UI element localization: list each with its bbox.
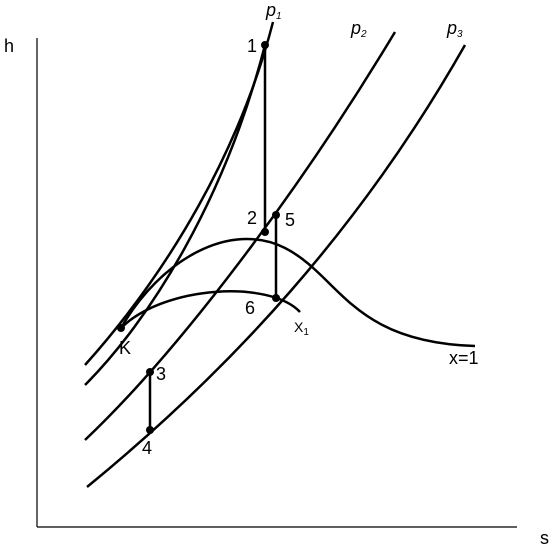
point-label: 4 [142, 438, 152, 458]
dot [261, 228, 269, 236]
y-axis-label: h [4, 36, 14, 56]
curve-label: p3 [446, 18, 463, 40]
point-label: K [119, 338, 131, 358]
point-label: 1 [247, 36, 257, 56]
dot [261, 41, 269, 49]
curve-label: p2 [350, 18, 367, 40]
curve-label: X1 [294, 319, 309, 338]
curve-label: x=1 [449, 348, 479, 368]
label-base: p [265, 0, 276, 20]
isobar-branch [84, 44, 267, 386]
state-dots [117, 41, 280, 434]
dot [146, 426, 154, 434]
label-sub: 1 [303, 327, 309, 338]
x-axis-label: s [540, 528, 549, 548]
point-label: 2 [247, 208, 257, 228]
curve-label: p1 [265, 0, 282, 22]
label-sub: 2 [360, 29, 367, 40]
saturation-line [119, 237, 476, 348]
point-label: 3 [156, 364, 166, 384]
isobar-p2 [84, 31, 397, 441]
isobar-p3 [86, 44, 467, 488]
dot [117, 324, 125, 332]
label-base: p [350, 18, 361, 38]
label-base: p [446, 18, 457, 38]
dot [272, 211, 280, 219]
point-label: 6 [245, 298, 255, 318]
quality-line [120, 290, 301, 329]
dot [272, 294, 280, 302]
label-sub: 3 [457, 29, 463, 40]
dot [146, 368, 154, 376]
label-sub: 1 [276, 11, 282, 22]
label-base: X [294, 319, 304, 335]
point-label: 5 [285, 210, 295, 230]
